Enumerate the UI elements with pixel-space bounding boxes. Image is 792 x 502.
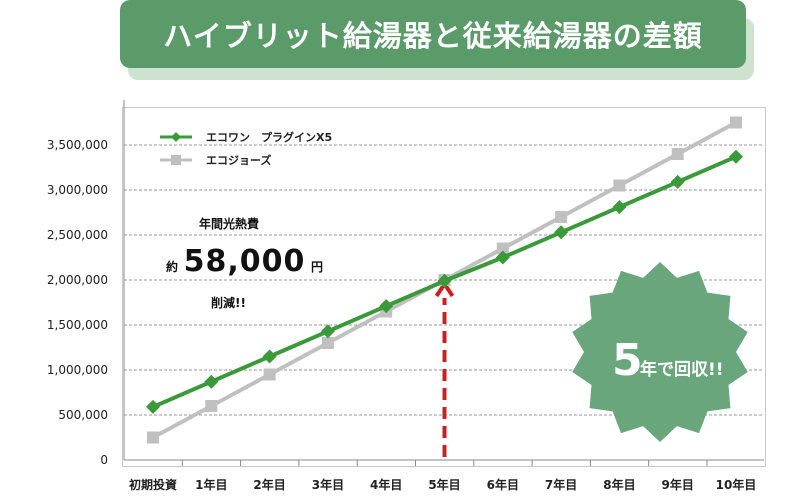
y-tick-label: 1,000,000 — [47, 363, 108, 377]
data-point — [379, 299, 394, 314]
data-point — [204, 374, 219, 389]
x-tick-label: 5年目 — [428, 477, 460, 492]
x-tick-label: 2年目 — [253, 477, 285, 492]
x-tick-label: 4年目 — [370, 477, 402, 492]
data-point — [147, 431, 159, 444]
legend-label: エコジョーズ — [206, 153, 271, 167]
payback-badge — [572, 262, 748, 442]
y-tick-label: 3,500,000 — [47, 138, 108, 152]
x-tick-label: 6年目 — [487, 477, 519, 492]
legend-label: エコワン プラグインX5 — [206, 130, 332, 144]
legend-marker — [171, 155, 181, 165]
y-tick-label: 2,000,000 — [47, 273, 108, 287]
data-point — [730, 116, 742, 129]
data-point — [670, 174, 685, 189]
x-tick-label: 7年目 — [545, 477, 577, 492]
callout-amount-row: 約 58,000 円 — [166, 244, 323, 279]
y-tick-label: 500,000 — [58, 408, 108, 422]
data-point — [205, 400, 218, 412]
data-point — [495, 250, 510, 265]
x-tick-label: 3年目 — [312, 477, 344, 492]
data-point — [496, 242, 509, 255]
callout-line3: 削減!! — [211, 296, 246, 310]
data-point — [321, 337, 334, 349]
callout-line1: 年間光熱費 — [198, 217, 259, 231]
data-point — [612, 200, 627, 215]
page-title: ハイブリット給湯器と従来給湯器の差額 — [120, 0, 746, 68]
data-point — [262, 349, 277, 364]
data-point — [613, 179, 626, 192]
data-point — [729, 149, 743, 164]
y-tick-label: 0 — [100, 453, 108, 467]
callout-amount: 58,000 — [183, 244, 306, 279]
data-point — [554, 225, 569, 240]
x-tick-label: 8年目 — [603, 477, 635, 492]
x-tick-label: 初期投資 — [129, 477, 177, 492]
callout-suffix: 円 — [310, 260, 323, 274]
x-tick-label: 9年目 — [662, 477, 694, 492]
y-tick-label: 2,500,000 — [47, 228, 108, 242]
data-point — [555, 211, 568, 223]
y-tick-label: 1,500,000 — [47, 318, 108, 332]
callout-prefix: 約 — [166, 260, 179, 274]
data-point — [263, 368, 276, 381]
data-point — [146, 399, 160, 414]
badge-number: 5 — [612, 335, 643, 386]
x-tick-label: 1年目 — [195, 477, 227, 492]
data-point — [320, 324, 335, 339]
data-point — [671, 148, 684, 160]
y-tick-label: 3,000,000 — [47, 183, 108, 197]
badge-text: 年で回収!! — [640, 359, 724, 380]
data-point — [437, 273, 452, 288]
x-tick-label: 10年目 — [716, 477, 757, 492]
legend-marker — [171, 132, 181, 142]
